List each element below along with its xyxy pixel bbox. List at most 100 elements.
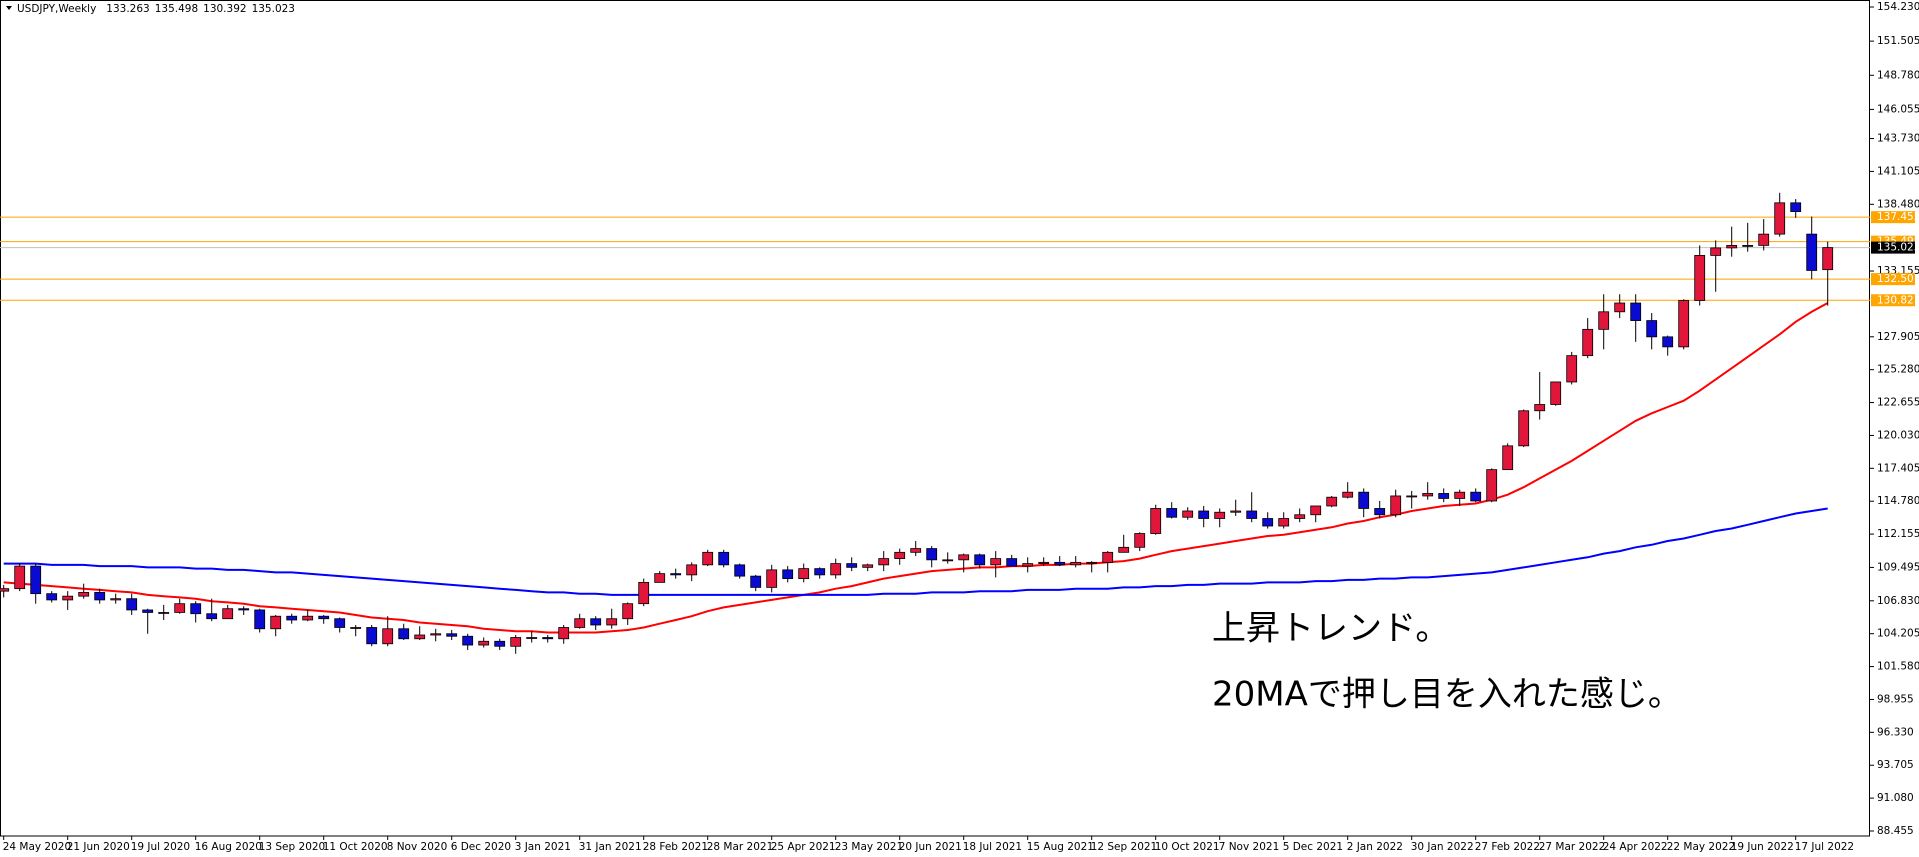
candle-body: [446, 633, 458, 637]
level-label-box: [1871, 273, 1915, 286]
candle-body: [478, 640, 490, 646]
candle-body: [1262, 518, 1274, 527]
candle-body: [542, 637, 554, 640]
candle-body: [94, 592, 106, 601]
y-tick-label: 143.730: [1877, 133, 1919, 145]
y-tick-label: 112.155: [1877, 528, 1919, 540]
x-tick-label: 6 Dec 2020: [451, 841, 511, 853]
candle-body: [1422, 493, 1434, 497]
candle-body: [1086, 561, 1098, 564]
candle-body: [1214, 511, 1226, 519]
header-value: 130.392: [203, 3, 246, 15]
x-tick-label: 10 Oct 2021: [1155, 841, 1220, 853]
candle-body: [382, 628, 394, 645]
candle-body: [350, 627, 362, 629]
y-tick-label: 117.405: [1877, 462, 1919, 474]
candle-body: [1678, 300, 1690, 348]
candle-body: [78, 592, 90, 597]
candle-body: [0, 588, 10, 592]
candle-body: [1646, 320, 1658, 338]
menu-arrow[interactable]: [6, 6, 12, 10]
header-value: 133.263: [106, 3, 149, 15]
candle-body: [1134, 533, 1146, 548]
candle-body: [1182, 510, 1194, 518]
x-tick-label: 20 Jun 2021: [899, 841, 962, 853]
y-tick-label: 96.330: [1877, 726, 1914, 738]
candle-body: [126, 598, 138, 611]
candle-body: [286, 615, 298, 621]
x-tick-label: 19 Jul 2020: [131, 841, 190, 853]
candle-body: [862, 564, 874, 568]
candle-body: [334, 618, 346, 628]
x-tick-label: 28 Mar 2021: [707, 841, 774, 853]
candle-body: [1822, 247, 1834, 271]
y-tick-label: 120.030: [1877, 429, 1919, 441]
y-tick-label: 125.280: [1877, 364, 1919, 376]
level-label-box: [1871, 211, 1915, 224]
annotation: 上昇トレンド。: [1212, 609, 1449, 649]
candle-body: [174, 603, 186, 613]
candle-body: [1502, 445, 1514, 471]
y-tick-label: 127.905: [1877, 331, 1919, 343]
candle-body: [1742, 244, 1754, 247]
candle-body: [62, 595, 74, 601]
y-tick-label: 154.230: [1877, 1, 1919, 13]
candle-body: [1774, 202, 1786, 235]
x-tick-label: 2 Jan 2022: [1347, 841, 1403, 853]
x-tick-label: 28 Feb 2021: [643, 841, 708, 853]
x-tick-label: 3 Jan 2021: [515, 841, 571, 853]
candle-body: [1790, 202, 1802, 212]
candle-body: [878, 558, 890, 566]
candle-body: [1710, 247, 1722, 256]
candle-body: [1374, 508, 1386, 516]
y-tick-label: 106.830: [1877, 595, 1919, 607]
x-tick-label: 18 Jul 2021: [963, 841, 1022, 853]
y-tick-label: 122.655: [1877, 397, 1919, 409]
x-tick-label: 25 Apr 2021: [771, 841, 836, 853]
last-price-label: 135.023: [1877, 242, 1919, 254]
x-tick-label: 21 Jun 2020: [67, 841, 130, 853]
candle-body: [942, 559, 954, 562]
x-tick-label: 5 Dec 2021: [1283, 841, 1343, 853]
x-tick-label: 13 Sep 2020: [259, 841, 326, 853]
x-tick-label: 22 May 2022: [1667, 841, 1735, 853]
candle-body: [782, 569, 794, 580]
candle-body: [1038, 561, 1050, 564]
level-label: 130.821: [1877, 294, 1919, 306]
candle-body: [46, 593, 58, 601]
candle-body: [1278, 518, 1290, 527]
candle-body: [1454, 491, 1466, 499]
plot-frame: [0, 0, 1870, 837]
candle-body: [1758, 233, 1770, 246]
candle-body: [638, 581, 650, 605]
x-tick-label: 24 May 2020: [3, 841, 71, 853]
chart-title: USDJPY,Weekly: [17, 3, 96, 15]
candle-body: [270, 615, 282, 630]
x-tick-label: 24 Apr 2022: [1603, 841, 1668, 853]
candle-body: [414, 634, 426, 640]
candle-body: [30, 565, 42, 595]
candle-body: [574, 618, 586, 628]
candle-body: [222, 608, 234, 620]
chart-header: USDJPY,Weekly 133.263 135.498 130.392 135.02…: [17, 3, 295, 15]
candle-body: [814, 568, 826, 576]
x-tick-label: 16 Aug 2020: [195, 841, 262, 853]
candle-body: [1118, 546, 1130, 553]
candle-body: [1150, 508, 1162, 534]
candle-body: [142, 609, 154, 613]
candle-body: [510, 637, 522, 647]
candle-body: [462, 635, 474, 646]
x-tick-label: 8 Nov 2020: [387, 841, 448, 853]
candle-body: [926, 548, 938, 561]
candle-body: [1630, 302, 1642, 321]
x-tick-label: 31 Jan 2021: [579, 841, 642, 853]
plot-layer: [0, 192, 1870, 654]
last-price-box: [1871, 241, 1915, 254]
y-tick-label: 151.505: [1877, 35, 1919, 47]
candle-body: [302, 615, 314, 621]
candle-body: [1358, 491, 1370, 509]
candle-body: [766, 569, 778, 588]
y-tick-label: 109.495: [1877, 561, 1919, 573]
y-tick-label: 88.455: [1877, 825, 1914, 837]
